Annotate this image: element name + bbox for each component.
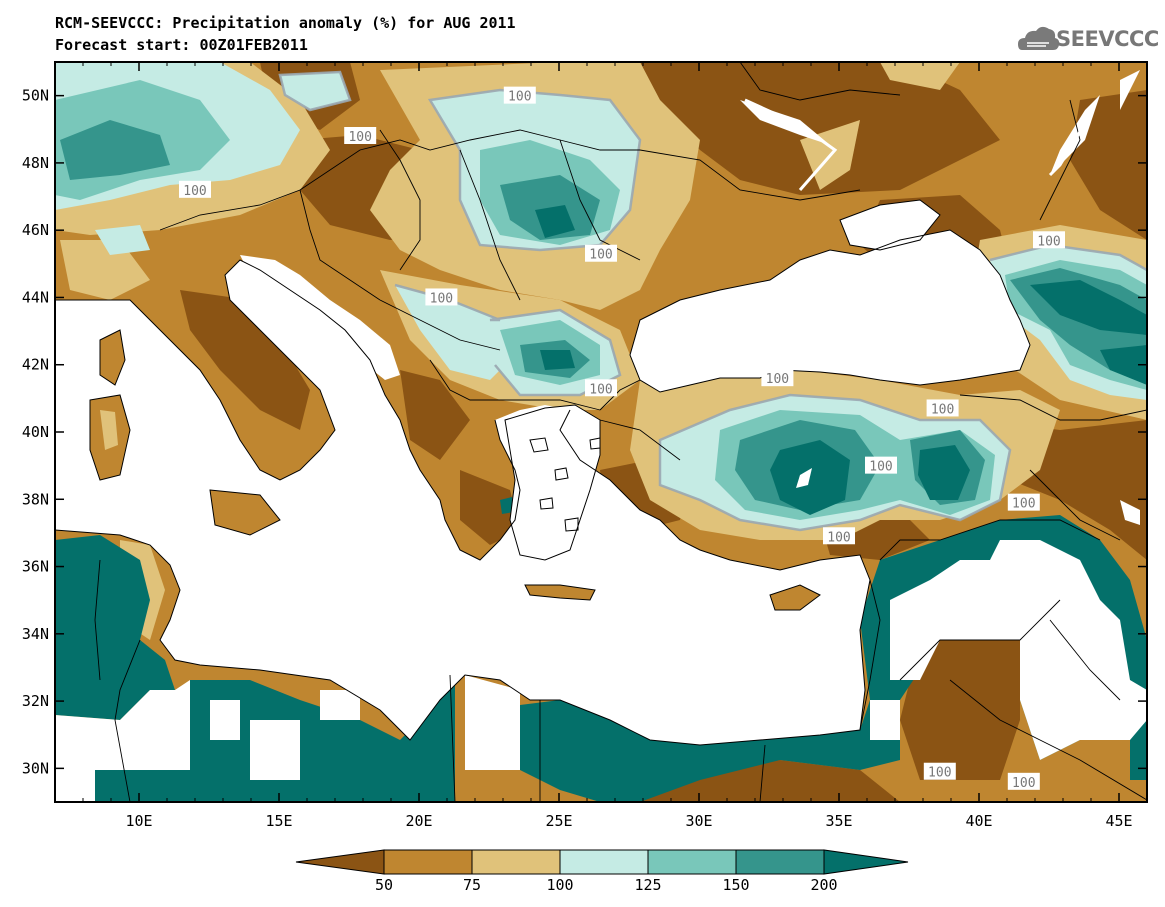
contour-label-bg xyxy=(179,180,211,198)
colorbar-box xyxy=(647,849,737,875)
lon-tick-label: 10E xyxy=(125,812,152,830)
rivers xyxy=(744,98,1092,191)
contour-label: 100 xyxy=(931,402,954,417)
map-title: RCM-SEEVCCC: Precipitation anomaly (%) f… xyxy=(55,14,516,32)
contour-label-bg xyxy=(503,86,536,104)
lat-tick-label: 36N xyxy=(22,558,49,576)
colorbar-gt200-triangle xyxy=(823,849,909,875)
colorbar-box xyxy=(383,849,473,875)
lat-tick-label: 38N xyxy=(22,490,49,508)
contour-label: 100 xyxy=(348,130,371,145)
lat-tick-label: 34N xyxy=(22,625,49,643)
contour-labels: 100 100 100 100 100 100 100 100 100 100 100 100 100 1… xyxy=(179,86,1065,791)
contour-label: 100 xyxy=(928,766,951,781)
logo-text: SEEVCCC xyxy=(1056,27,1159,51)
contour-label-bg xyxy=(1007,772,1040,790)
lat-tick-label: 40N xyxy=(22,423,49,441)
cloud-icon xyxy=(1018,26,1060,50)
lat-tick-label: 48N xyxy=(22,154,49,172)
lon-tick-label: 40E xyxy=(965,812,992,830)
colorbar-box xyxy=(471,849,561,875)
contour-label-bg xyxy=(1033,231,1065,249)
lon-tick-label: 30E xyxy=(685,812,712,830)
contour-label-bg xyxy=(585,244,617,262)
contour-label: 100 xyxy=(869,460,892,475)
colorbar-label: 200 xyxy=(810,876,837,894)
contour-label-bg xyxy=(425,288,458,306)
colorbar-label: 75 xyxy=(463,876,481,894)
axes: 30N 32N 34N 36N 38N 40N 42N 44N 46N 48N 50N 10E 15E 2… xyxy=(22,62,1148,830)
country-borders xyxy=(94,62,1147,802)
lon-tick-label: 45E xyxy=(1105,812,1132,830)
lat-tick-label: 32N xyxy=(22,692,49,710)
lat-tick-label: 50N xyxy=(22,87,49,105)
contour-label: 100 xyxy=(508,90,531,105)
contour-label-bg xyxy=(823,527,855,545)
contour-label: 100 xyxy=(589,382,612,397)
lon-tick-label: 15E xyxy=(265,812,292,830)
colorbar-box xyxy=(559,849,649,875)
lon-tick-label: 25E xyxy=(545,812,572,830)
contour-label: 100 xyxy=(1037,234,1060,249)
anomaly-field xyxy=(55,62,1147,802)
contour-label-bg xyxy=(926,399,959,417)
contour-label-bg xyxy=(865,456,897,474)
colorbar-box xyxy=(735,849,825,875)
seevccc-logo xyxy=(1018,26,1060,50)
contour-label: 100 xyxy=(183,184,206,199)
island-highlights xyxy=(100,410,118,450)
contour-label-bg xyxy=(761,369,794,387)
lat-tick-label: 44N xyxy=(22,288,49,306)
lon-tick-label: 20E xyxy=(405,812,432,830)
contour-label: 100 xyxy=(827,530,850,545)
lat-tick-label: 46N xyxy=(22,221,49,239)
missing-data-gaps xyxy=(55,70,1147,802)
contour-label: 100 xyxy=(1012,497,1035,512)
contour-label-bg xyxy=(1007,493,1040,511)
coastlines xyxy=(55,199,1031,746)
colorbar-label: 125 xyxy=(634,876,661,894)
colorbar-label: 100 xyxy=(546,876,573,894)
contour-label-bg xyxy=(923,762,956,780)
contour-lines-100 xyxy=(278,70,1147,532)
colorbar-label: 150 xyxy=(722,876,749,894)
lat-tick-label: 42N xyxy=(22,356,49,374)
lat-tick-label: 30N xyxy=(22,759,49,777)
forecast-start-subtitle: Forecast start: 00Z01FEB2011 xyxy=(55,36,308,54)
contour-label: 100 xyxy=(766,372,789,387)
contour-label: 100 xyxy=(589,248,612,263)
colorbar: 50 75 100 125 150 200 xyxy=(295,849,909,894)
contour-label: 100 xyxy=(430,291,453,306)
contour-label-bg xyxy=(344,127,377,144)
lon-tick-label: 35E xyxy=(825,812,852,830)
colorbar-label: 50 xyxy=(375,876,393,894)
contour-label-bg xyxy=(585,379,617,397)
colorbar-lt50-triangle xyxy=(295,849,385,875)
contour-label: 100 xyxy=(1012,776,1035,791)
